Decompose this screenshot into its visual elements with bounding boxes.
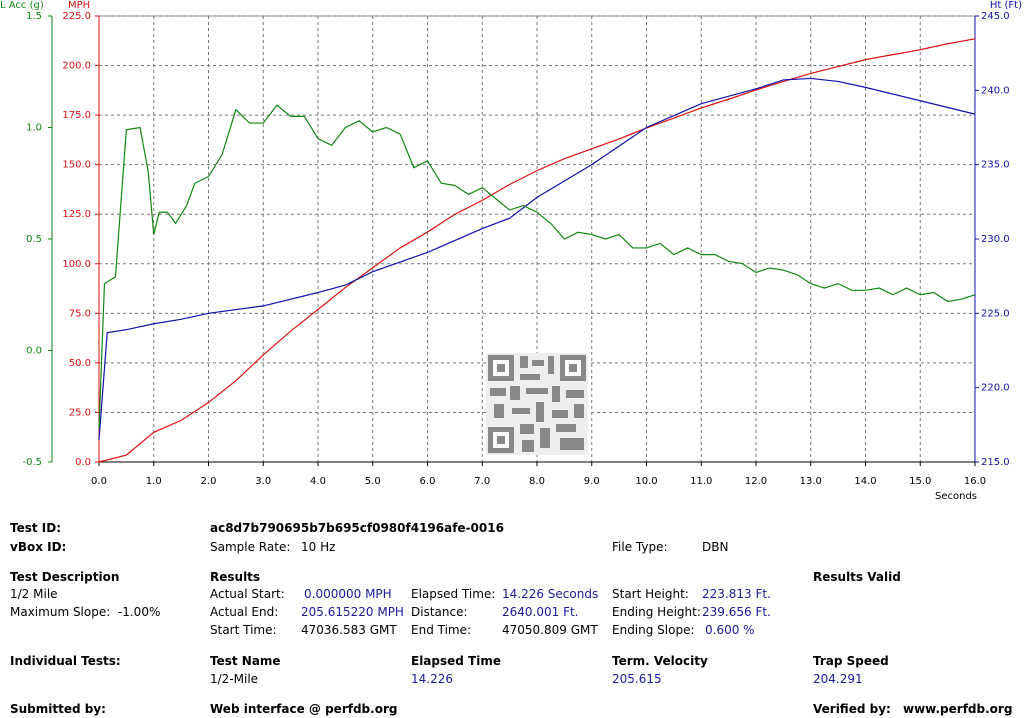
y-tick-label: 100.0 <box>62 259 91 270</box>
label: Submitted by: <box>10 702 106 716</box>
y3-tick-label: 0.0 <box>26 346 42 357</box>
qr-code <box>486 353 588 455</box>
y2-tick-label: 215.0 <box>981 457 1010 468</box>
value: 205.615220 MPH <box>301 605 404 619</box>
cell: 1/2-Mile <box>210 672 259 686</box>
y2-tick-label: 230.0 <box>981 234 1010 245</box>
cell: 14.226 <box>411 672 453 686</box>
label: Start Time: <box>210 623 277 637</box>
y-tick-label: 200.0 <box>62 61 91 72</box>
label: Distance: <box>411 605 468 619</box>
value: 239.656 Ft. <box>702 605 771 619</box>
column-header: Term. Velocity <box>612 654 708 668</box>
x-tick-label: 9.0 <box>584 476 600 487</box>
y3-tick-label: 1.5 <box>26 11 42 22</box>
value: ac8d7b790695b7b695cf0980f4196afe-0016 <box>210 521 504 535</box>
y-tick-label: 50.0 <box>69 358 91 369</box>
x-tick-label: 6.0 <box>420 476 436 487</box>
value: 2640.001 Ft. <box>502 605 579 619</box>
x-tick-label: 3.0 <box>255 476 271 487</box>
x-tick-label: 15.0 <box>909 476 931 487</box>
y-tick-label: 125.0 <box>62 209 91 220</box>
heading: Individual Tests: <box>10 654 121 668</box>
heading: Results Valid <box>813 570 901 584</box>
y-tick-label: 150.0 <box>62 160 91 171</box>
x-tick-label: 10.0 <box>635 476 657 487</box>
label: Test ID: <box>10 521 62 535</box>
heading: Results <box>210 570 261 584</box>
data-line <box>98 77 976 440</box>
y-tick-label: 0.0 <box>75 457 91 468</box>
y3-axis-label: L Acc (g) <box>0 0 44 11</box>
x-tick-label: 11.0 <box>690 476 712 487</box>
label: Verified by: <box>813 702 891 716</box>
value: www.perfdb.org <box>903 702 1013 716</box>
chart: 0.0 1.0 2.0 3.0 4.0 5.0 6.0 7.0 8.0 9.0 10.0 11.0 12… <box>0 0 1022 502</box>
label: Start Height: <box>612 587 689 601</box>
y3-tick-label: 0.5 <box>26 234 42 245</box>
x-tick-label: 0.0 <box>91 476 107 487</box>
value: Maximum Slope: -1.00% <box>10 605 161 619</box>
x-axis-label: Seconds <box>935 491 977 502</box>
cell: 204.291 <box>813 672 863 686</box>
value: 10 Hz <box>301 540 336 554</box>
y-axis-label: MPH <box>68 0 90 11</box>
y-tick-label: 225.0 <box>62 11 91 22</box>
y2-tick-label: 240.0 <box>981 85 1010 96</box>
label: Actual Start: <box>210 587 285 601</box>
x-tick-label: 7.0 <box>474 476 490 487</box>
y3-tick-label: 1.0 <box>26 123 42 134</box>
value: 47036.583 GMT <box>301 623 397 637</box>
value: DBN <box>702 540 729 554</box>
value: 223.813 Ft. <box>702 587 771 601</box>
data-line <box>98 38 976 463</box>
y2-tick-label: 235.0 <box>981 160 1010 171</box>
x-tick-label: 14.0 <box>854 476 876 487</box>
x-tick-label: 4.0 <box>310 476 326 487</box>
label: Ending Height: <box>612 605 701 619</box>
value: Web interface @ perfdb.org <box>210 702 398 716</box>
x-tick-label: 12.0 <box>745 476 767 487</box>
x-tick-label: 1.0 <box>146 476 162 487</box>
label: Elapsed Time: <box>411 587 496 601</box>
value: 14.226 Seconds <box>502 587 599 601</box>
y-tick-label: 75.0 <box>69 308 91 319</box>
cell: 205.615 <box>612 672 662 686</box>
y-tick-label: 175.0 <box>62 110 91 121</box>
label: File Type: <box>612 540 668 554</box>
y-tick-label: 25.0 <box>69 407 91 418</box>
y2-tick-label: 245.0 <box>981 11 1010 22</box>
column-header: Trap Speed <box>813 654 889 668</box>
column-header: Elapsed Time <box>411 654 501 668</box>
x-tick-label: 8.0 <box>529 476 545 487</box>
value: 47050.809 GMT <box>502 623 598 637</box>
y3-tick-label: -0.5 <box>22 457 42 468</box>
value: 0.000000 MPH <box>304 587 392 601</box>
data-line <box>98 104 976 429</box>
x-tick-label: 16.0 <box>964 476 986 487</box>
x-tick-label: 5.0 <box>365 476 381 487</box>
x-tick-label: 2.0 <box>201 476 217 487</box>
label: Sample Rate: <box>210 540 291 554</box>
column-header: Test Name <box>210 654 281 668</box>
label: End Time: <box>411 623 472 637</box>
label: Actual End: <box>210 605 279 619</box>
heading: Test Description <box>10 570 120 584</box>
label: Ending Slope: <box>612 623 695 637</box>
label: vBox ID: <box>10 540 67 554</box>
y2-tick-label: 225.0 <box>981 308 1010 319</box>
y2-tick-label: 220.0 <box>981 383 1010 394</box>
x-tick-label: 13.0 <box>800 476 822 487</box>
y2-axis-label: Ht (Ft) <box>990 0 1022 11</box>
value: 1/2 Mile <box>10 587 58 601</box>
value: 0.600 % <box>705 623 755 637</box>
